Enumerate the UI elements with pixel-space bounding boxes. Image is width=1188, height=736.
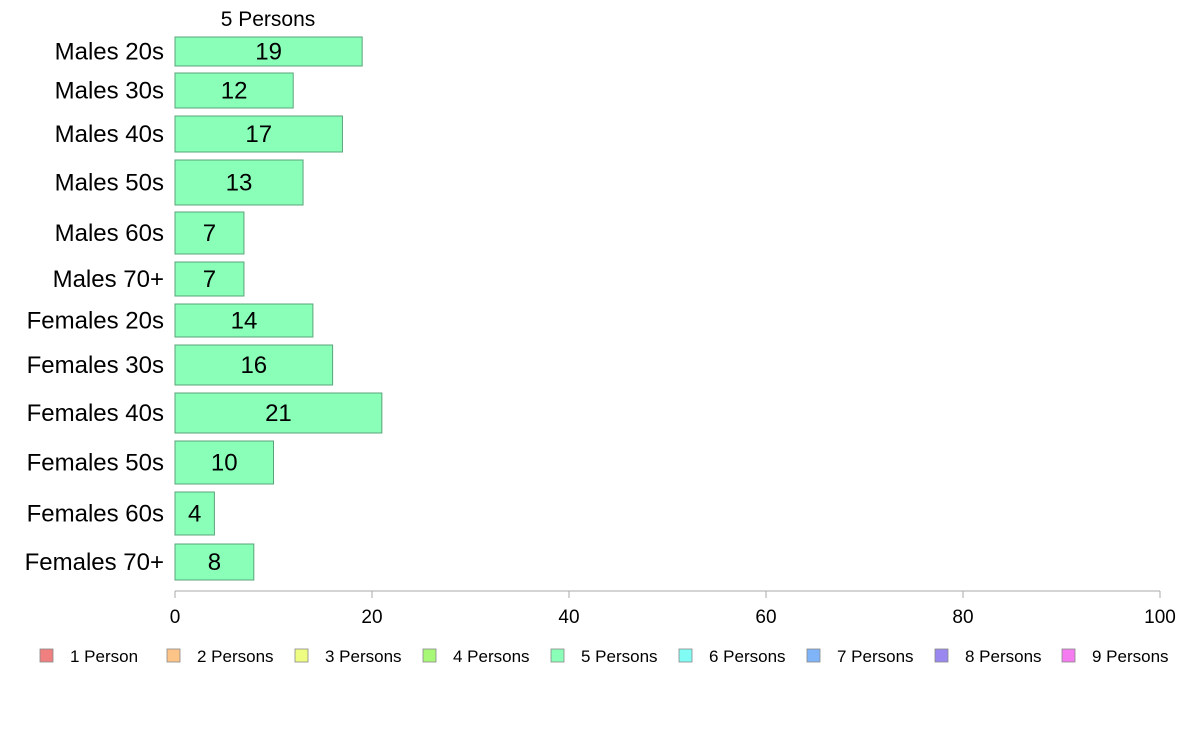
bar — [174, 261, 245, 297]
legend-swatch — [294, 648, 309, 663]
bar — [174, 36, 363, 67]
bar-value-label: 19 — [255, 39, 282, 66]
legend-label: 4 Persons — [453, 647, 530, 666]
category-label: Females 30s — [27, 352, 164, 379]
legend-label: 9 Persons — [1092, 647, 1169, 666]
category-label: Females 60s — [27, 501, 164, 528]
legend-label: 2 Persons — [197, 647, 274, 666]
bar-value-label: 4 — [188, 501, 201, 528]
x-tick-label: 40 — [558, 607, 579, 628]
legend-swatch — [806, 648, 821, 663]
category-label: Males 30s — [55, 78, 164, 105]
category-label: Males 60s — [55, 220, 164, 247]
legend-swatch — [550, 648, 565, 663]
legend-label: 1 Person — [70, 647, 138, 666]
legend-swatch — [166, 648, 181, 663]
bar-value-label: 12 — [221, 78, 248, 105]
x-tick-label: 60 — [755, 607, 776, 628]
x-tick-label: 0 — [170, 607, 181, 628]
bar — [174, 211, 245, 255]
bar-value-label: 16 — [240, 352, 267, 379]
legend-swatch — [422, 648, 437, 663]
category-label: Males 70+ — [53, 266, 164, 293]
category-label: Females 50s — [27, 450, 164, 477]
legend-swatch — [1061, 648, 1076, 663]
category-label: Females 70+ — [25, 549, 164, 576]
bar — [174, 303, 314, 338]
category-label: Males 20s — [55, 39, 164, 66]
bar-value-label: 10 — [211, 450, 238, 477]
bar — [174, 344, 334, 386]
category-label: Males 50s — [55, 170, 164, 197]
legend-label: 5 Persons — [581, 647, 658, 666]
x-tick-label: 80 — [952, 607, 973, 628]
bar-value-label: 13 — [226, 170, 253, 197]
bar-value-label: 7 — [203, 266, 216, 293]
bar — [174, 115, 343, 153]
category-label: Females 40s — [27, 400, 164, 427]
series-title: 5 Persons — [221, 8, 316, 31]
bar-value-label: 21 — [265, 400, 292, 427]
bar — [174, 491, 215, 536]
bar-value-label: 7 — [203, 220, 216, 247]
legend-swatch — [39, 648, 54, 663]
legend-label: 8 Persons — [965, 647, 1042, 666]
x-tick-label: 100 — [1144, 607, 1176, 628]
bar-value-label: 8 — [208, 549, 221, 576]
bar-value-label: 17 — [245, 121, 272, 148]
legend-swatch — [678, 648, 693, 663]
bar — [174, 440, 274, 485]
legend-label: 7 Persons — [837, 647, 914, 666]
bar — [174, 159, 304, 206]
bar — [174, 392, 383, 434]
bar-value-label: 14 — [231, 308, 258, 335]
category-label: Females 20s — [27, 308, 164, 335]
legend-label: 3 Persons — [325, 647, 402, 666]
category-label: Males 40s — [55, 121, 164, 148]
bar — [174, 543, 255, 581]
x-axis: 0 20 40 60 80 100 — [170, 590, 1176, 628]
bar — [174, 72, 294, 109]
bars-layer: Males 20s 19 Males 30s 12 Males 40s 17 Males 5… — [25, 36, 383, 581]
legend: 1 Person 2 Persons 3 Persons 4 Persons 5 Per… — [39, 647, 1169, 666]
legend-label: 6 Persons — [709, 647, 786, 666]
x-tick-label: 20 — [361, 607, 382, 628]
legend-swatch — [934, 648, 949, 663]
